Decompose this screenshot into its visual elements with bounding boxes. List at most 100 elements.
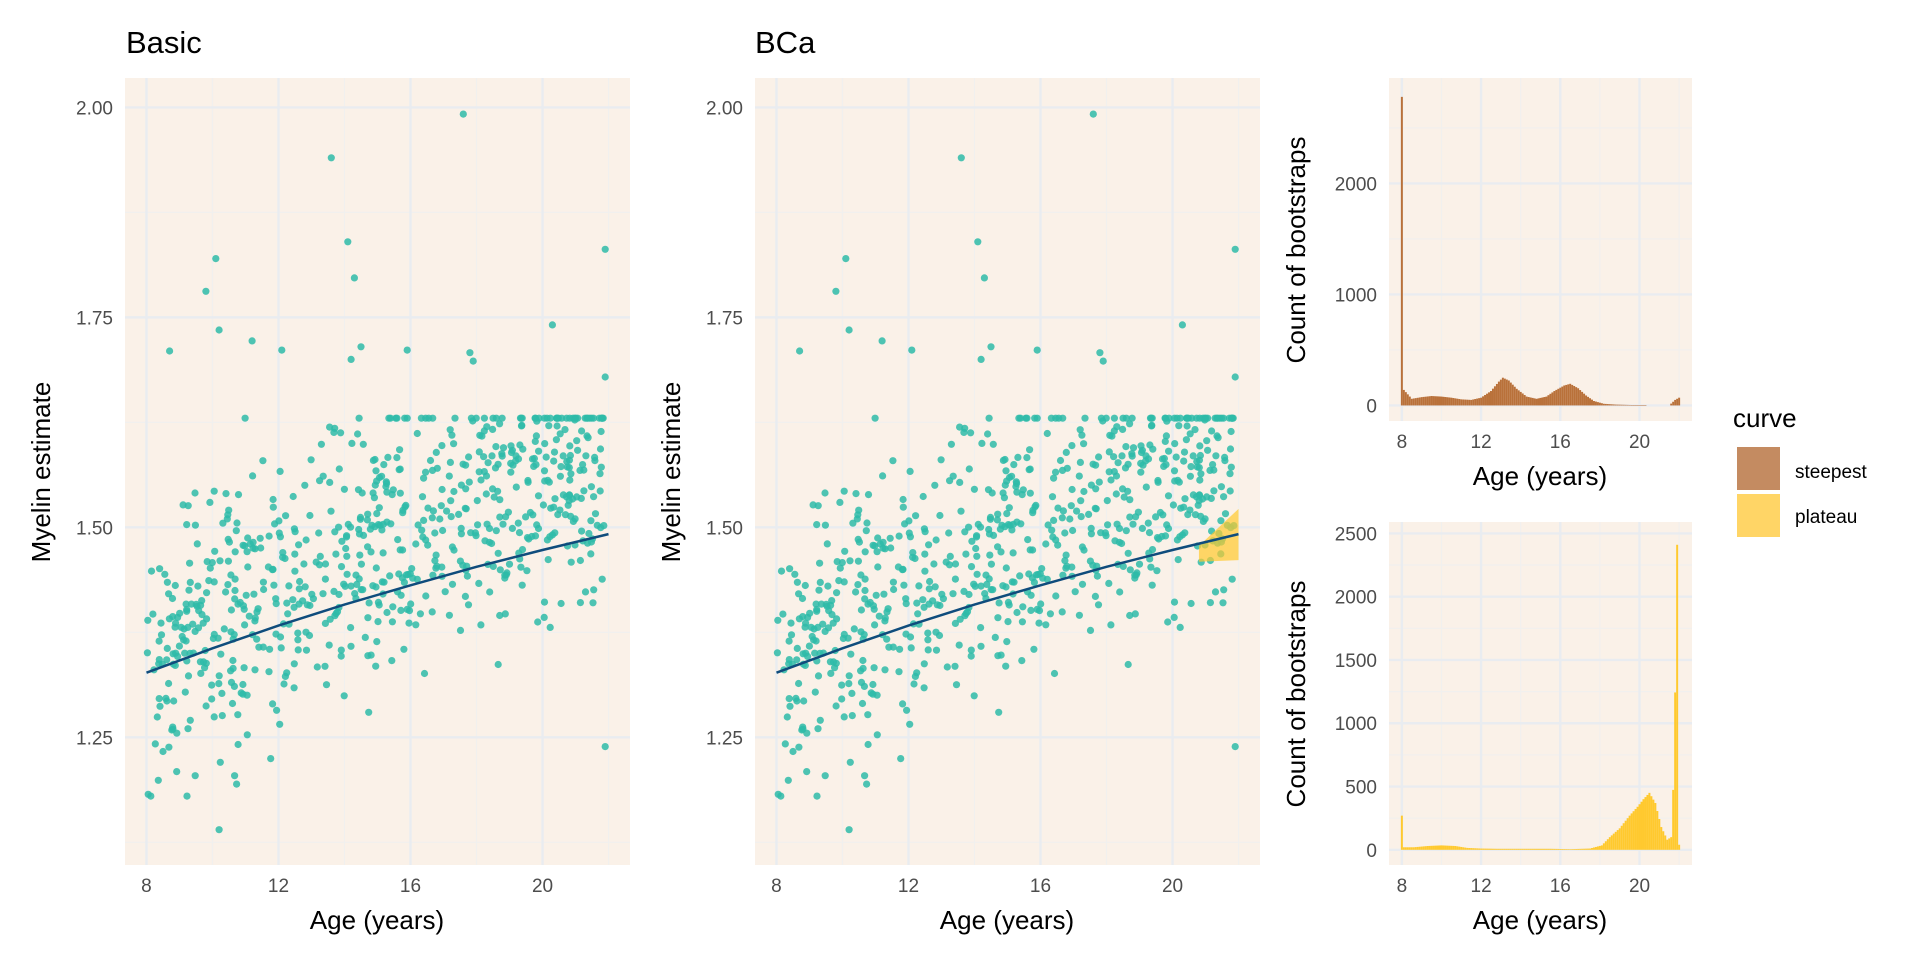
histogram-bar: [1557, 848, 1560, 850]
data-point: [802, 649, 810, 657]
histogram-bar: [1466, 399, 1469, 406]
data-point: [1113, 520, 1121, 528]
data-point: [161, 570, 169, 578]
data-point: [426, 456, 435, 465]
data-point: [994, 614, 1002, 622]
data-point: [1178, 321, 1186, 329]
histogram-bar: [1642, 799, 1645, 850]
data-point: [1050, 669, 1059, 678]
histogram-bar: [1505, 848, 1508, 850]
data-point: [347, 642, 355, 650]
data-point: [312, 558, 320, 566]
data-point: [214, 634, 222, 642]
data-point: [989, 440, 997, 448]
data-point: [905, 529, 913, 537]
data-point: [216, 758, 224, 766]
data-point: [1058, 608, 1066, 616]
histogram-bar: [1438, 845, 1441, 850]
data-point: [946, 552, 954, 561]
histogram-bar: [1486, 848, 1489, 850]
data-point: [155, 637, 163, 645]
data-point: [583, 432, 591, 440]
data-point: [432, 564, 440, 572]
data-point: [1105, 448, 1113, 456]
data-point: [600, 522, 608, 530]
data-point: [864, 711, 872, 719]
data-point: [951, 560, 960, 568]
data-point: [275, 529, 283, 537]
data-point: [488, 452, 496, 460]
data-point: [210, 578, 218, 586]
data-point: [1054, 541, 1062, 549]
histogram-bar: [1513, 386, 1516, 406]
histogram-bar: [1460, 846, 1463, 850]
data-point: [931, 583, 939, 591]
histogram-bar: [1418, 397, 1421, 406]
data-point: [936, 511, 944, 520]
data-point: [181, 688, 189, 696]
data-point: [251, 666, 259, 674]
data-point: [967, 646, 975, 654]
data-point: [557, 463, 565, 471]
histogram-bar: [1442, 396, 1445, 406]
data-point: [540, 414, 549, 422]
data-point: [601, 245, 609, 253]
data-point: [355, 414, 363, 422]
data-point: [816, 578, 824, 587]
plat-x-tick-label: 12: [1471, 876, 1492, 897]
data-point: [490, 493, 498, 501]
histogram-bar: [1541, 848, 1544, 850]
data-point: [1003, 509, 1011, 518]
data-point: [1193, 414, 1201, 422]
data-point: [1163, 521, 1171, 529]
data-point: [483, 423, 491, 431]
data-point: [553, 422, 561, 430]
data-point: [484, 459, 492, 467]
data-point: [344, 520, 352, 529]
histogram-bar: [1579, 848, 1582, 850]
data-point: [464, 601, 473, 609]
data-point: [466, 349, 474, 357]
histogram-bar: [1474, 848, 1477, 850]
data-point: [1120, 493, 1128, 501]
data-point: [1221, 453, 1229, 461]
data-point: [987, 560, 996, 568]
data-point: [967, 652, 975, 660]
data-point: [930, 560, 938, 568]
data-point: [590, 586, 598, 594]
data-point: [443, 507, 451, 515]
data-point: [294, 646, 302, 654]
data-point: [1165, 447, 1173, 455]
data-point: [384, 453, 392, 461]
histogram-bar: [1628, 404, 1631, 406]
data-point: [208, 695, 216, 703]
histogram-bar: [1430, 396, 1433, 406]
data-point: [813, 792, 821, 800]
data-point: [1214, 414, 1222, 422]
data-point: [863, 519, 871, 527]
data-point: [561, 426, 569, 434]
basic-y-tick-label: 1.50: [76, 518, 113, 539]
data-point: [419, 533, 427, 541]
histogram-bar: [1638, 804, 1641, 850]
data-point: [259, 457, 267, 465]
histogram-bar: [1442, 845, 1445, 850]
data-point: [1099, 357, 1107, 365]
data-point: [589, 599, 597, 607]
data-point: [1001, 481, 1009, 489]
histogram-bar: [1470, 848, 1473, 850]
data-point: [1180, 457, 1188, 465]
bca-title: BCa: [755, 25, 816, 60]
basic-x-axis-title: Age (years): [310, 905, 444, 935]
bca-y-tick-label: 1.25: [706, 728, 743, 749]
data-point: [531, 437, 539, 445]
data-point: [169, 613, 177, 621]
histogram-bar: [1438, 396, 1441, 406]
data-point: [388, 657, 396, 665]
data-point: [398, 574, 406, 582]
data-point: [307, 456, 315, 464]
data-point: [326, 423, 334, 431]
data-point: [980, 274, 989, 282]
data-point: [836, 564, 844, 572]
data-point: [239, 541, 247, 549]
